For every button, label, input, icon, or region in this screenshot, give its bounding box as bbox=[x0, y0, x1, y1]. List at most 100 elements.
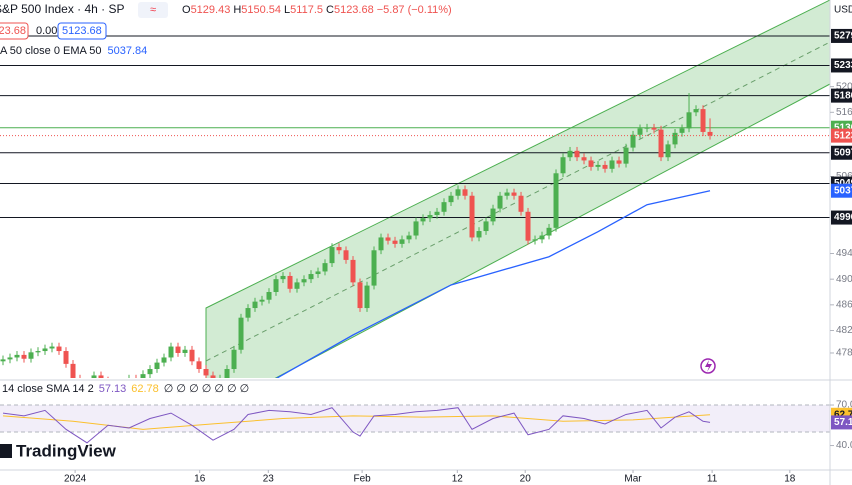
candle-body bbox=[602, 164, 608, 169]
sell-price: 5123.68 bbox=[0, 25, 26, 37]
candle-body bbox=[28, 352, 34, 359]
candle-body bbox=[238, 317, 244, 350]
change: −5.87 bbox=[377, 4, 405, 16]
level-box bbox=[831, 28, 852, 43]
rsi-legend-value: 57.13 bbox=[99, 383, 127, 395]
candle-body bbox=[623, 147, 629, 164]
candle-body bbox=[329, 247, 335, 264]
candle-body bbox=[539, 235, 545, 240]
y-tick-label: 4940 bbox=[836, 248, 852, 259]
level-label: 5049 bbox=[834, 178, 852, 189]
level-label: 4996 bbox=[834, 212, 852, 223]
candle-body bbox=[182, 349, 188, 353]
rsi-value-box bbox=[831, 415, 852, 430]
candle-body bbox=[651, 127, 657, 130]
candle-body bbox=[56, 346, 62, 352]
candle-body bbox=[385, 237, 391, 241]
candle-body bbox=[441, 202, 447, 212]
candle-body bbox=[490, 208, 496, 222]
ohlc-letter: L bbox=[284, 4, 290, 16]
x-tick-label: 23 bbox=[263, 474, 275, 485]
candle-body bbox=[462, 189, 468, 196]
alert-icon[interactable] bbox=[700, 358, 716, 374]
rsi-band bbox=[0, 405, 830, 433]
candle-body bbox=[308, 274, 314, 280]
candle-body bbox=[21, 354, 27, 359]
candle-body bbox=[637, 128, 643, 135]
candle-body bbox=[616, 160, 622, 164]
ohlc-value: 5117.5 bbox=[290, 4, 323, 16]
candle-body bbox=[497, 195, 503, 209]
candle-body bbox=[336, 247, 342, 251]
candle-body bbox=[231, 349, 237, 370]
candle-body bbox=[175, 346, 181, 353]
candle-body bbox=[357, 282, 363, 309]
candle-body bbox=[315, 271, 321, 275]
candle-body bbox=[588, 160, 594, 167]
ohlc-letter: H bbox=[233, 4, 241, 16]
candle-body bbox=[413, 221, 419, 236]
candle-body bbox=[371, 250, 377, 286]
candle-body bbox=[203, 369, 209, 376]
candle-body bbox=[525, 211, 531, 241]
candle-body bbox=[511, 192, 517, 196]
ohlc-letter: O bbox=[182, 4, 191, 16]
ema-label: 5037.84 bbox=[834, 185, 852, 196]
buy-button[interactable] bbox=[57, 22, 107, 40]
candle-body bbox=[7, 357, 13, 360]
sell-button[interactable] bbox=[0, 22, 29, 40]
candle-body bbox=[406, 235, 412, 240]
rsi-legend-signal: 62.78 bbox=[131, 383, 159, 395]
y-tick-label: 4900 bbox=[836, 274, 852, 285]
ohlc-value: 5150.54 bbox=[241, 4, 281, 16]
ema-legend: A 50 close 0 EMA 50 bbox=[0, 45, 102, 57]
candle-body bbox=[49, 346, 55, 349]
candle-body bbox=[574, 150, 580, 158]
rsi-value-label: 57.13 bbox=[834, 417, 852, 428]
ema-line bbox=[275, 190, 711, 378]
ohlc-value: 5123.68 bbox=[334, 4, 374, 16]
candle-body bbox=[294, 282, 300, 289]
candle-body bbox=[0, 359, 6, 362]
candle-body bbox=[504, 192, 510, 196]
candle-body bbox=[273, 279, 279, 293]
candle-body bbox=[448, 195, 454, 203]
change-pct: (−0.11%) bbox=[408, 4, 452, 16]
candle-body bbox=[42, 348, 48, 352]
candle-body bbox=[378, 237, 384, 251]
logo-text: TradingView bbox=[16, 441, 117, 460]
candle-body bbox=[189, 349, 195, 362]
channel bbox=[205, 0, 830, 378]
candle-body bbox=[700, 109, 706, 132]
candle-body bbox=[553, 173, 559, 228]
candle-body bbox=[14, 354, 20, 358]
green-level-label: 5136 bbox=[834, 122, 852, 133]
ema-legend-value: 5037.84 bbox=[108, 45, 148, 57]
alert-icon-bolt bbox=[705, 360, 712, 372]
candle-body bbox=[301, 279, 307, 283]
plot bbox=[0, 35, 830, 444]
ohlc-letter: C bbox=[326, 4, 334, 16]
candle-body bbox=[567, 150, 573, 158]
buy-price: 5123.68 bbox=[62, 25, 102, 37]
candle-body bbox=[154, 362, 160, 370]
candle-body bbox=[392, 240, 398, 244]
candle-body bbox=[595, 164, 601, 167]
candle-body bbox=[560, 157, 566, 174]
candle-body bbox=[196, 361, 202, 370]
y-tick-label: 4785 bbox=[836, 348, 852, 359]
x-tick-label: 2024 bbox=[64, 474, 87, 485]
y-tick-label: 4860 bbox=[836, 299, 852, 310]
candle-body bbox=[280, 275, 286, 280]
x-tick-label: 18 bbox=[784, 474, 796, 485]
candle-body bbox=[581, 157, 587, 161]
candle-body bbox=[686, 112, 692, 129]
level-box bbox=[831, 210, 852, 225]
candle-body bbox=[644, 127, 650, 129]
currency: USD bbox=[834, 5, 852, 16]
candle-body bbox=[266, 292, 272, 300]
market-status[interactable] bbox=[138, 2, 168, 18]
rsi-tick-label: 40.00 bbox=[836, 440, 852, 451]
x-tick-label: Mar bbox=[624, 474, 642, 485]
y-tick-label: 4820 bbox=[836, 325, 852, 336]
